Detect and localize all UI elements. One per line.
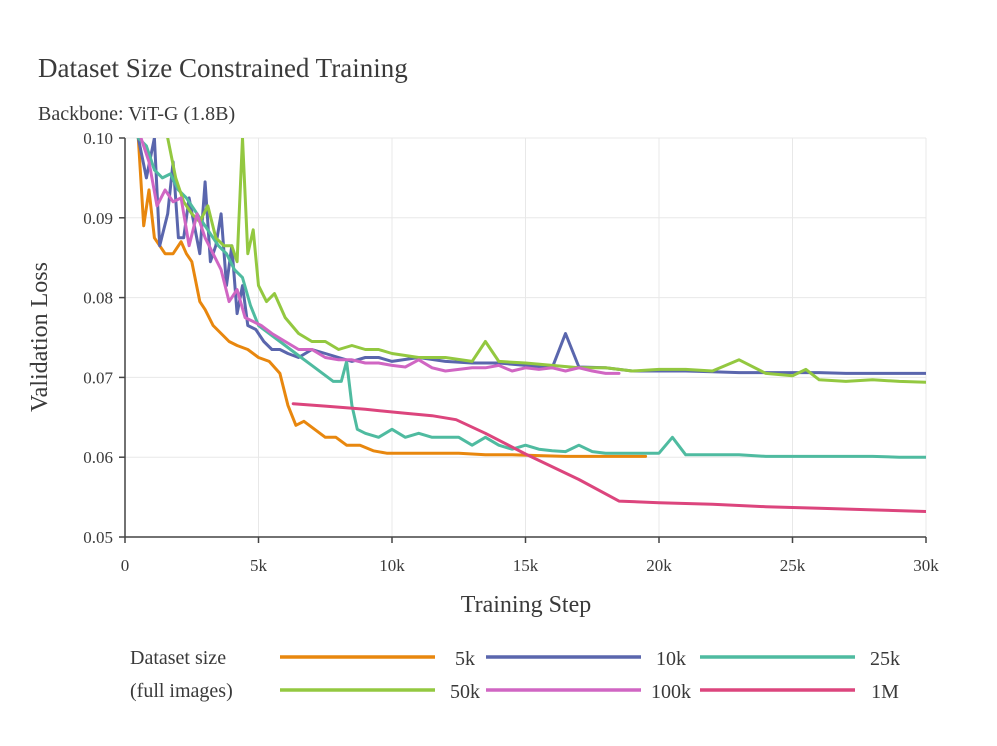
y-tick-label: 0.08 xyxy=(83,289,113,308)
y-tick-label: 0.06 xyxy=(83,448,113,467)
y-tick-label: 0.10 xyxy=(83,129,113,148)
y-tick-label: 0.07 xyxy=(83,368,113,387)
y-axis-label: Validation Loss xyxy=(27,262,53,412)
legend-label-100k: 100k xyxy=(651,681,691,703)
series-line-50k xyxy=(166,138,926,384)
legend-label-5k: 5k xyxy=(455,648,475,670)
chart-subtitle: Backbone: ViT-G (1.8B) xyxy=(38,103,235,125)
x-tick-label: 0 xyxy=(121,556,130,575)
legend-title-line1: Dataset size xyxy=(130,647,226,669)
gridlines xyxy=(125,137,927,537)
legend-label-50k: 50k xyxy=(450,681,480,703)
x-tick-label: 25k xyxy=(780,556,806,575)
x-tick-label: 5k xyxy=(250,556,268,575)
chart-title: Dataset Size Constrained Training xyxy=(38,53,408,83)
series-line-5k xyxy=(136,138,648,458)
series-line-25k xyxy=(136,138,926,459)
series-line-100k xyxy=(139,138,621,375)
y-tick-label: 0.05 xyxy=(83,528,113,547)
tick-labels: 0 5k 10k 15k 20k 25k 30k 0.05 0.06 0.07 0.08 0.09 0.… xyxy=(83,129,939,575)
x-tick-label: 15k xyxy=(513,556,539,575)
y-tick-label: 0.09 xyxy=(83,209,113,228)
x-axis-label: Training Step xyxy=(461,592,591,618)
x-tick-label: 20k xyxy=(646,556,672,575)
legend-label-25k: 25k xyxy=(870,648,900,670)
legend-label-10k: 10k xyxy=(656,648,686,670)
series-line-1m xyxy=(291,402,926,513)
x-tick-label: 10k xyxy=(379,556,405,575)
series-lines xyxy=(136,138,926,513)
legend-label-1m: 1M xyxy=(871,681,899,703)
legend-title-line2: (full images) xyxy=(130,680,233,702)
legend: Dataset size (full images) 5k 10k 25k 50k 10… xyxy=(130,647,900,703)
x-tick-label: 30k xyxy=(913,556,939,575)
